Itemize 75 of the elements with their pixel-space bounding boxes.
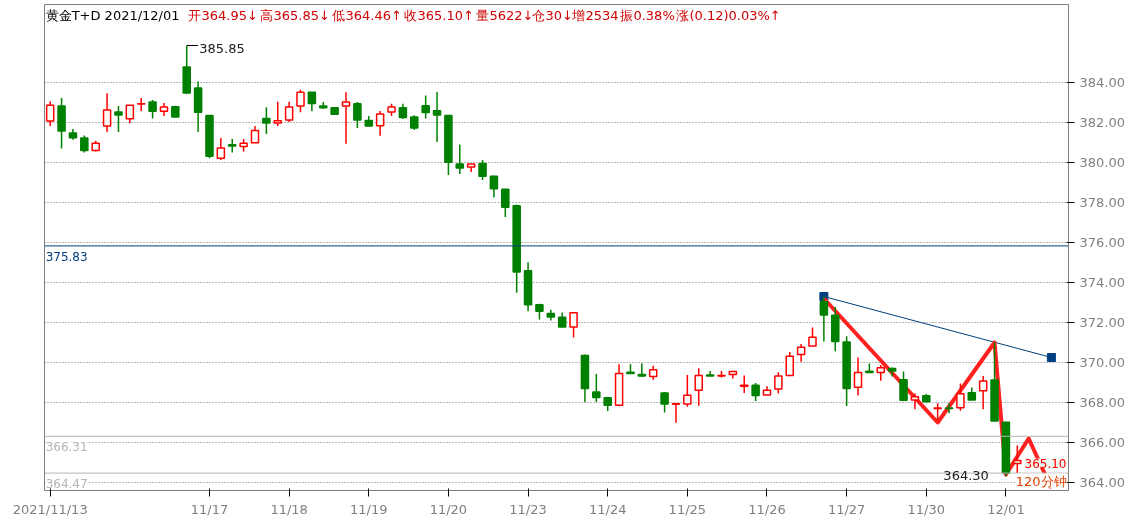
candlestick — [808, 326, 817, 347]
candlestick — [148, 99, 157, 120]
candlestick — [944, 402, 954, 415]
annotation: 高365.85↓ — [260, 7, 330, 23]
x-tick-label: 11/24 — [588, 501, 627, 517]
x-tick-label: 11/27 — [827, 501, 866, 517]
x-tick-label: 11/30 — [907, 501, 946, 517]
candlestick — [375, 110, 385, 137]
x-tick-label: 11/25 — [668, 501, 707, 517]
x-tick-label: 2021/11/13 — [12, 501, 88, 517]
candlestick — [421, 94, 430, 120]
y-tick-label: 374.00 — [1079, 275, 1125, 290]
y-tick-label: 368.00 — [1079, 395, 1125, 410]
ref-line-label: 375.83 — [45, 249, 88, 264]
y-tick-label: 382.00 — [1079, 115, 1125, 130]
annotation: 增2534 — [571, 7, 619, 23]
y-tick-label: 366.00 — [1079, 435, 1125, 450]
candlestick — [227, 138, 237, 154]
candlestick — [694, 367, 703, 407]
x-tick-label: 11/26 — [748, 501, 786, 517]
y-tick-label: 378.00 — [1079, 195, 1125, 210]
candlestick — [501, 188, 510, 218]
candlestick — [569, 311, 578, 339]
y-tick-label: 380.00 — [1079, 155, 1125, 170]
annotation: 385.85 — [199, 40, 245, 56]
x-axis-title: 120分钟 — [1015, 473, 1067, 489]
ref-line-label: 366.31 — [45, 440, 88, 455]
candlestick — [899, 370, 908, 402]
candlestick — [432, 91, 442, 143]
candlestick — [1013, 444, 1022, 475]
annotation: 开364.95↓ — [188, 7, 258, 23]
x-tick-label: 11/19 — [350, 501, 388, 517]
candlestick — [353, 101, 362, 129]
ref-line-label: 364.47 — [45, 477, 88, 492]
x-tick-label: 11/20 — [429, 501, 468, 517]
annotation: 365.10 — [1024, 456, 1067, 471]
x-tick-label: 11/23 — [509, 501, 547, 517]
candlestick — [853, 356, 863, 397]
candlestick — [273, 100, 283, 127]
candlestick — [978, 375, 988, 411]
candlestick — [683, 374, 692, 408]
candlestick — [114, 105, 123, 133]
candlestick — [637, 362, 647, 378]
candlestick — [307, 91, 317, 113]
annotation: 振0.38% — [620, 7, 675, 23]
candlestick — [136, 97, 146, 113]
annotation: 收365.10↑ — [404, 7, 474, 23]
candlestick — [284, 100, 294, 123]
candlestick — [785, 351, 795, 377]
x-tick-label: 12/01 — [987, 501, 1025, 517]
y-tick-label: 384.00 — [1079, 75, 1125, 90]
candlestick — [819, 295, 829, 343]
annotation: 364.30 — [943, 467, 989, 483]
candlestick — [262, 106, 271, 135]
candlestick — [216, 137, 226, 161]
y-tick-label: 370.00 — [1079, 355, 1125, 370]
chart-title: 黄金T+D 2021/12/01 — [45, 7, 180, 23]
annotation: 低364.46↑ — [332, 7, 402, 23]
candlestick — [671, 402, 681, 424]
candlestick — [592, 373, 601, 403]
candlestick — [774, 371, 783, 395]
candlestick — [478, 159, 487, 181]
candlestick — [102, 92, 112, 133]
x-tick-label: 11/18 — [270, 501, 308, 517]
candlestick — [956, 382, 965, 412]
y-tick-label: 364.00 — [1079, 475, 1125, 490]
y-tick-label: 376.00 — [1079, 235, 1125, 250]
annotation: 仓30↓ — [532, 7, 573, 23]
x-tick-label: 11/17 — [190, 501, 229, 517]
y-tick-label: 372.00 — [1079, 315, 1125, 330]
candlestick — [45, 100, 55, 127]
candlestick — [341, 91, 351, 145]
annotation: 涨(0.12)0.03%↑ — [676, 7, 781, 23]
candlestick — [296, 88, 305, 114]
candlestick — [455, 143, 465, 175]
